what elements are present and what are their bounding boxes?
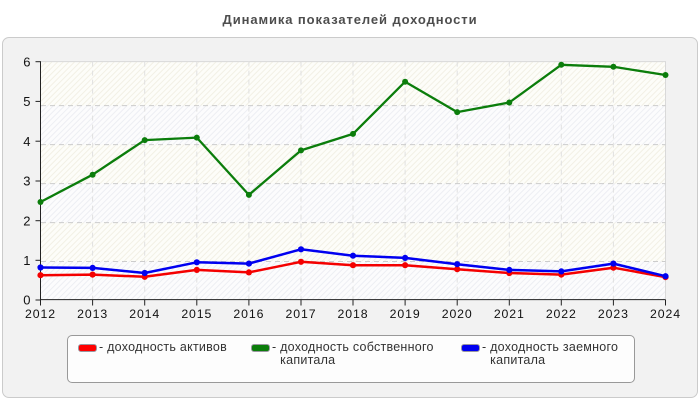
- svg-text:2015: 2015: [181, 307, 212, 321]
- svg-text:2020: 2020: [442, 307, 473, 321]
- svg-text:2013: 2013: [77, 307, 108, 321]
- svg-text:2: 2: [23, 213, 30, 228]
- svg-text:2012: 2012: [25, 307, 56, 321]
- svg-text:4: 4: [23, 134, 30, 149]
- svg-text:2018: 2018: [338, 307, 369, 321]
- svg-text:1: 1: [23, 253, 30, 268]
- svg-text:3: 3: [23, 174, 30, 189]
- svg-text:2021: 2021: [494, 307, 525, 321]
- svg-text:6: 6: [23, 54, 30, 69]
- svg-text:2024: 2024: [650, 307, 681, 321]
- svg-text:2022: 2022: [546, 307, 577, 321]
- svg-text:2019: 2019: [390, 307, 421, 321]
- svg-text:2017: 2017: [286, 307, 317, 321]
- svg-text:0: 0: [23, 293, 30, 308]
- svg-text:2023: 2023: [598, 307, 629, 321]
- svg-text:2014: 2014: [129, 307, 160, 321]
- svg-text:5: 5: [23, 94, 30, 109]
- svg-text:2016: 2016: [233, 307, 264, 321]
